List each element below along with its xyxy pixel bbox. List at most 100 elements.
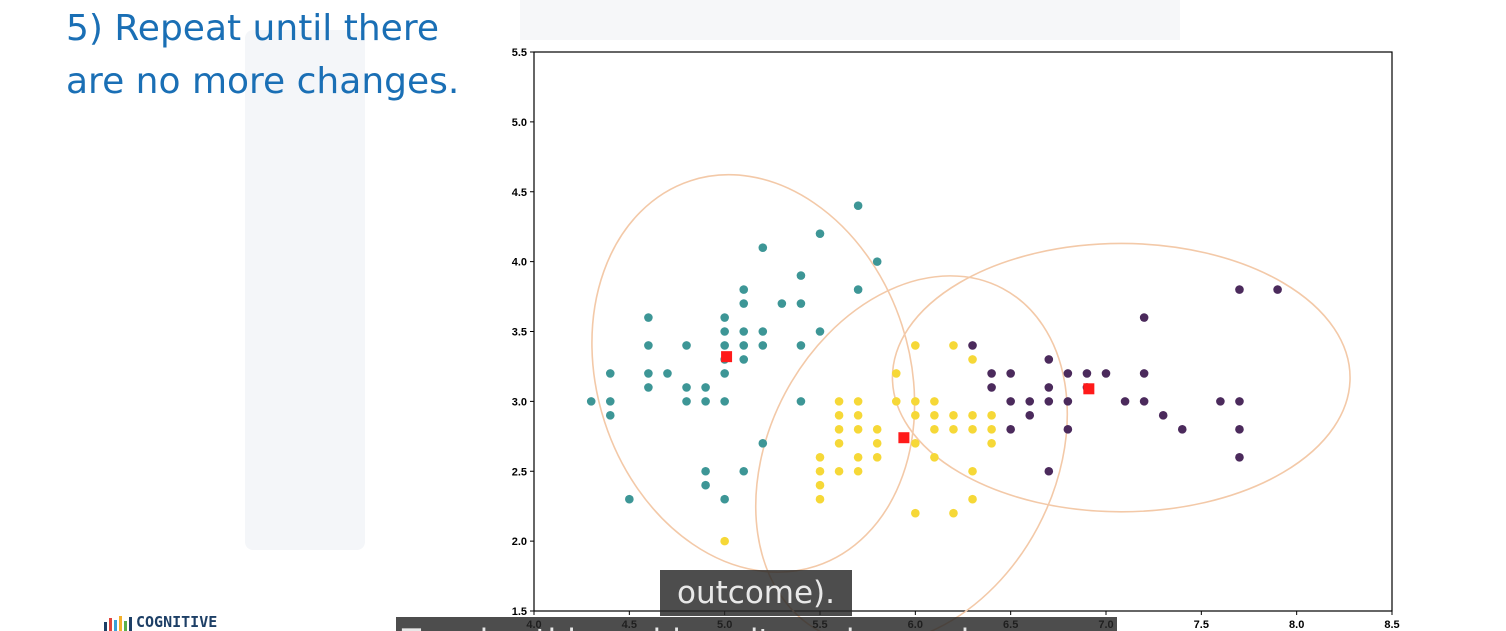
y-tick-label: 2.5 <box>512 466 527 478</box>
data-point <box>987 411 996 420</box>
data-point <box>720 369 729 378</box>
x-tick-label: 8.5 <box>1384 619 1399 631</box>
data-point <box>930 411 939 420</box>
data-point <box>968 425 977 434</box>
data-point <box>759 341 768 350</box>
data-point <box>892 397 901 406</box>
data-point <box>911 439 920 448</box>
data-point <box>816 481 825 490</box>
data-point <box>1178 425 1187 434</box>
data-point <box>682 383 691 392</box>
data-point <box>625 495 634 504</box>
data-point <box>1045 355 1054 364</box>
data-point <box>739 467 748 476</box>
data-point <box>1235 397 1244 406</box>
data-point <box>968 467 977 476</box>
data-point <box>987 369 996 378</box>
data-point <box>606 411 615 420</box>
data-point <box>835 467 844 476</box>
data-point <box>949 341 958 350</box>
data-point <box>816 229 825 238</box>
data-point <box>1025 397 1034 406</box>
logo-text: COGNITIVE <box>136 613 217 631</box>
data-point <box>739 341 748 350</box>
data-point <box>911 411 920 420</box>
data-point <box>835 425 844 434</box>
data-point <box>1235 425 1244 434</box>
y-tick-label: 4.5 <box>512 187 527 199</box>
data-point <box>1140 369 1149 378</box>
data-point <box>949 411 958 420</box>
data-point <box>930 425 939 434</box>
data-point <box>1064 397 1073 406</box>
data-point <box>873 257 882 266</box>
data-point <box>644 369 653 378</box>
data-point <box>854 285 863 294</box>
data-point <box>1216 397 1225 406</box>
data-point <box>987 425 996 434</box>
data-point <box>606 397 615 406</box>
data-point <box>606 369 615 378</box>
y-tick-label: 4.0 <box>512 257 527 269</box>
data-point <box>835 411 844 420</box>
data-point <box>1273 285 1282 294</box>
data-point <box>739 285 748 294</box>
data-point <box>797 299 806 308</box>
data-point <box>797 341 806 350</box>
data-point <box>644 313 653 322</box>
data-point <box>1121 397 1130 406</box>
data-point <box>854 201 863 210</box>
data-point <box>1006 425 1015 434</box>
y-tick-label: 5.0 <box>512 117 527 129</box>
data-point <box>835 397 844 406</box>
data-point <box>1006 397 1015 406</box>
data-point <box>759 243 768 252</box>
data-point <box>682 397 691 406</box>
data-point <box>701 467 710 476</box>
data-point <box>1045 383 1054 392</box>
data-point <box>835 439 844 448</box>
y-tick-label: 3.0 <box>512 396 527 408</box>
data-point <box>1140 313 1149 322</box>
data-point <box>911 341 920 350</box>
data-point <box>873 453 882 462</box>
data-point <box>854 397 863 406</box>
data-point <box>911 509 920 518</box>
cognitive-class-logo: COGNITIVE <box>104 613 217 631</box>
y-tick-label: 5.5 <box>512 47 527 59</box>
data-point <box>739 355 748 364</box>
data-point <box>1025 411 1034 420</box>
data-point <box>720 341 729 350</box>
data-point <box>1064 369 1073 378</box>
data-point <box>949 509 958 518</box>
x-tick-label: 7.5 <box>1194 619 1209 631</box>
data-point <box>949 425 958 434</box>
data-point <box>968 411 977 420</box>
data-point <box>701 383 710 392</box>
data-point <box>854 411 863 420</box>
data-point <box>968 495 977 504</box>
centroid-marker <box>898 432 909 443</box>
data-point <box>1140 397 1149 406</box>
data-point <box>1235 285 1244 294</box>
data-point <box>1045 467 1054 476</box>
y-axis-ticks: 1.5 2.0 2.5 3.0 3.5 4.0 4.5 5.0 5.5 <box>512 47 534 618</box>
data-point <box>930 397 939 406</box>
data-point <box>759 327 768 336</box>
data-point <box>930 453 939 462</box>
x-tick-label: 8.0 <box>1289 619 1304 631</box>
data-point <box>701 481 710 490</box>
data-point <box>644 341 653 350</box>
centroid-marker <box>721 351 732 362</box>
data-point <box>720 495 729 504</box>
plot-area <box>534 52 1392 611</box>
data-point <box>720 313 729 322</box>
data-point <box>968 341 977 350</box>
data-point <box>720 327 729 336</box>
data-point <box>1235 453 1244 462</box>
data-point <box>873 425 882 434</box>
data-point <box>911 397 920 406</box>
data-point <box>854 425 863 434</box>
data-point <box>701 397 710 406</box>
data-point <box>816 327 825 336</box>
